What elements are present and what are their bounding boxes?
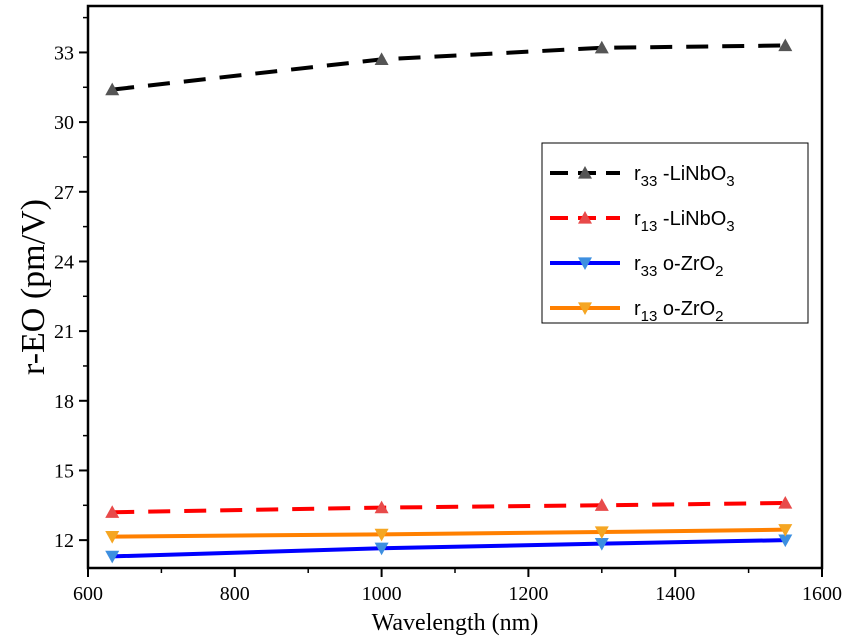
legend-item: r13 o-ZrO2 bbox=[550, 298, 723, 325]
y-tick-label: 12 bbox=[54, 530, 74, 552]
legend-label: r13 o-ZrO2 bbox=[634, 298, 723, 325]
y-tick-label: 24 bbox=[54, 251, 74, 273]
legend-marker bbox=[578, 166, 592, 179]
series-layer bbox=[105, 38, 793, 564]
data-point bbox=[594, 538, 609, 551]
legend: r33 -LiNbO3 r13 -LiNbO3 r33 o-ZrO2 r13 o-Zr… bbox=[541, 142, 809, 325]
legend-item: r33 o-ZrO2 bbox=[550, 253, 723, 280]
data-point bbox=[594, 40, 609, 54]
x-tick-label: 600 bbox=[73, 583, 103, 605]
legend-item: r33 -LiNbO3 bbox=[550, 163, 735, 190]
series-2 bbox=[105, 534, 793, 564]
y-tick-label: 33 bbox=[54, 42, 74, 64]
data-point bbox=[778, 495, 793, 509]
y-axis-title: r-EO (pm/V) bbox=[15, 199, 52, 375]
x-tick-label: 1400 bbox=[655, 583, 695, 605]
data-point bbox=[374, 542, 389, 556]
y-tick-label: 27 bbox=[54, 182, 74, 204]
series-line bbox=[112, 538, 786, 559]
legend-marker bbox=[578, 257, 592, 270]
legend-label: r33 o-ZrO2 bbox=[634, 253, 723, 280]
data-point bbox=[105, 550, 120, 564]
data-point bbox=[778, 38, 793, 52]
x-tick-label: 1600 bbox=[802, 583, 842, 605]
y-tick-label: 18 bbox=[54, 391, 74, 413]
data-point bbox=[594, 526, 609, 540]
data-point bbox=[105, 82, 120, 96]
legend-item: r13 -LiNbO3 bbox=[550, 208, 735, 235]
legend-label: r13 -LiNbO3 bbox=[634, 208, 735, 235]
y-tick-label: 15 bbox=[54, 460, 74, 482]
legend-label: r33 -LiNbO3 bbox=[634, 163, 735, 190]
x-axis-title: Wavelength (nm) bbox=[372, 610, 539, 636]
y-tick-label: 21 bbox=[54, 321, 74, 343]
y-tick-label: 30 bbox=[54, 112, 74, 134]
data-point bbox=[778, 534, 793, 548]
data-point bbox=[105, 505, 120, 518]
data-point bbox=[374, 528, 389, 542]
series-3 bbox=[105, 524, 793, 544]
ticks-layer: 600 800 1000 1200 1400 1600 12 15 18 21 24 27 30 33 bbox=[54, 16, 842, 605]
series-line bbox=[111, 43, 786, 92]
series-0 bbox=[105, 38, 793, 96]
x-tick-label: 1000 bbox=[362, 583, 402, 605]
data-point bbox=[778, 524, 793, 537]
series-1 bbox=[105, 495, 793, 518]
legend-marker bbox=[578, 302, 592, 315]
data-point bbox=[374, 52, 389, 66]
series-line bbox=[112, 527, 786, 539]
x-tick-label: 1200 bbox=[508, 583, 548, 605]
data-point bbox=[594, 498, 609, 511]
x-tick-label: 800 bbox=[220, 583, 250, 605]
legend-marker bbox=[578, 211, 592, 224]
series-line bbox=[112, 500, 786, 515]
data-point bbox=[374, 500, 389, 514]
data-point bbox=[105, 531, 120, 544]
